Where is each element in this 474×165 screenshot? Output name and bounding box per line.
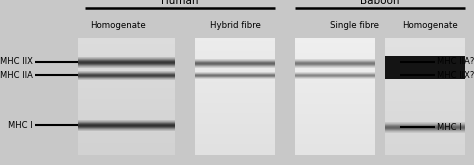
Text: Homogenate: Homogenate [90, 21, 146, 30]
Text: Single fibre: Single fibre [330, 21, 380, 30]
Text: Baboon: Baboon [360, 0, 400, 6]
Text: MHC IIA?: MHC IIA? [437, 57, 474, 66]
Text: MHC IIX?: MHC IIX? [437, 70, 474, 80]
Text: MHC IIA: MHC IIA [0, 70, 33, 80]
Text: Human: Human [161, 0, 199, 6]
Text: MHC I: MHC I [437, 122, 462, 132]
Text: MHC I: MHC I [9, 120, 33, 130]
Text: MHC IIX: MHC IIX [0, 57, 33, 66]
Text: Hybrid fibre: Hybrid fibre [210, 21, 260, 30]
Text: Homogenate: Homogenate [402, 21, 458, 30]
